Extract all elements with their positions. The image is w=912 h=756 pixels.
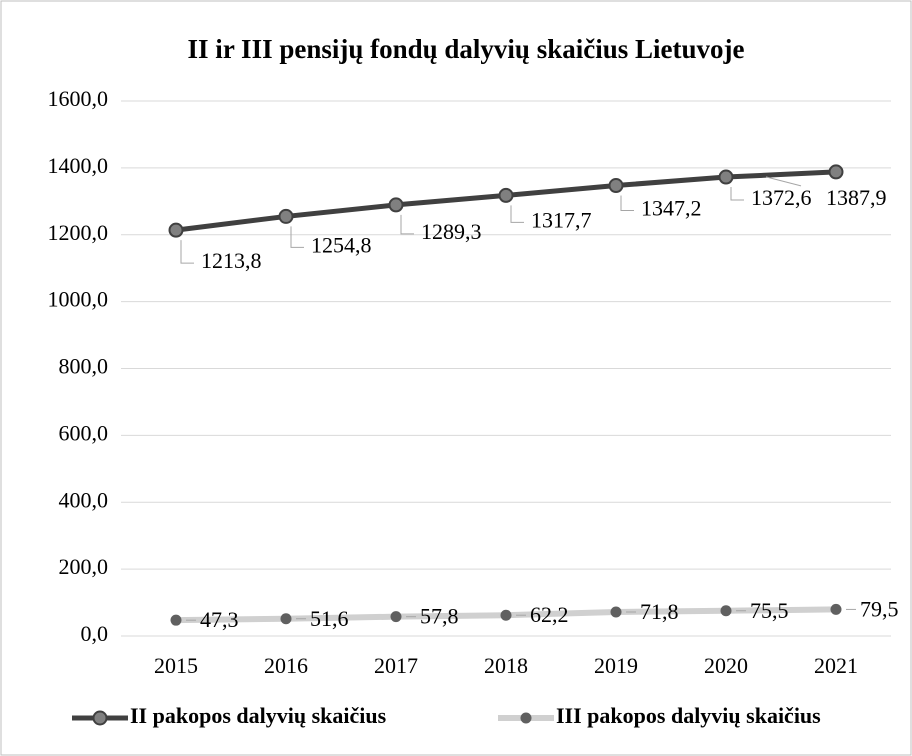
point-marker xyxy=(388,197,404,213)
point-marker xyxy=(280,613,292,625)
point-marker xyxy=(830,603,842,615)
point-marker xyxy=(498,187,514,203)
leader-line xyxy=(730,187,744,201)
data-label: 1387,9 xyxy=(826,185,887,210)
data-label: 1254,8 xyxy=(311,232,372,257)
data-label: 71,8 xyxy=(640,599,679,624)
data-label: 75,5 xyxy=(750,598,789,623)
point-marker xyxy=(610,606,622,618)
data-label: 1372,6 xyxy=(751,185,812,210)
data-label: 79,5 xyxy=(860,596,899,621)
x-tick-label: 2018 xyxy=(484,653,528,678)
x-tick-label: 2016 xyxy=(264,653,308,678)
leader-line xyxy=(180,240,194,264)
point-marker xyxy=(170,614,182,626)
data-label: 47,3 xyxy=(200,607,239,632)
point-marker xyxy=(828,164,844,180)
x-tick-label: 2017 xyxy=(374,653,418,678)
y-tick-label: 1400,0 xyxy=(48,153,109,178)
y-tick-label: 1600,0 xyxy=(48,86,109,111)
data-label: 62,2 xyxy=(530,602,569,627)
y-tick-label: 800,0 xyxy=(59,354,109,379)
leader-line xyxy=(765,176,802,187)
data-label: 1213,8 xyxy=(201,248,262,273)
data-label: 51,6 xyxy=(310,606,349,631)
y-tick-label: 200,0 xyxy=(59,554,109,579)
data-label: 1347,2 xyxy=(641,196,702,221)
point-marker xyxy=(168,222,184,238)
legend-marker xyxy=(92,710,108,726)
data-label: 1289,3 xyxy=(421,219,482,244)
leader-line xyxy=(620,195,634,212)
x-tick-label: 2020 xyxy=(704,653,748,678)
leader-line xyxy=(290,226,304,248)
y-tick-label: 1000,0 xyxy=(48,287,109,312)
data-label: 57,8 xyxy=(420,604,459,629)
data-label: 1317,7 xyxy=(531,207,592,232)
y-tick-label: 0,0 xyxy=(81,621,109,646)
point-marker xyxy=(500,609,512,621)
point-marker xyxy=(608,178,624,194)
chart-title: II ir III pensijų fondų dalyvių skaičius… xyxy=(188,34,745,64)
x-tick-label: 2019 xyxy=(594,653,638,678)
leader-line xyxy=(400,214,414,235)
point-marker xyxy=(720,605,732,617)
legend-label: II pakopos dalyvių skaičius xyxy=(130,703,387,728)
y-tick-label: 600,0 xyxy=(59,420,109,445)
legend-label: III pakopos dalyvių skaičius xyxy=(556,703,821,728)
point-marker xyxy=(390,611,402,623)
point-marker xyxy=(718,169,734,185)
x-tick-label: 2015 xyxy=(154,653,198,678)
y-tick-label: 400,0 xyxy=(59,487,109,512)
legend-marker xyxy=(520,712,532,724)
y-tick-label: 1200,0 xyxy=(48,220,109,245)
x-tick-label: 2021 xyxy=(814,653,858,678)
point-marker xyxy=(278,208,294,224)
leader-line xyxy=(510,205,524,223)
